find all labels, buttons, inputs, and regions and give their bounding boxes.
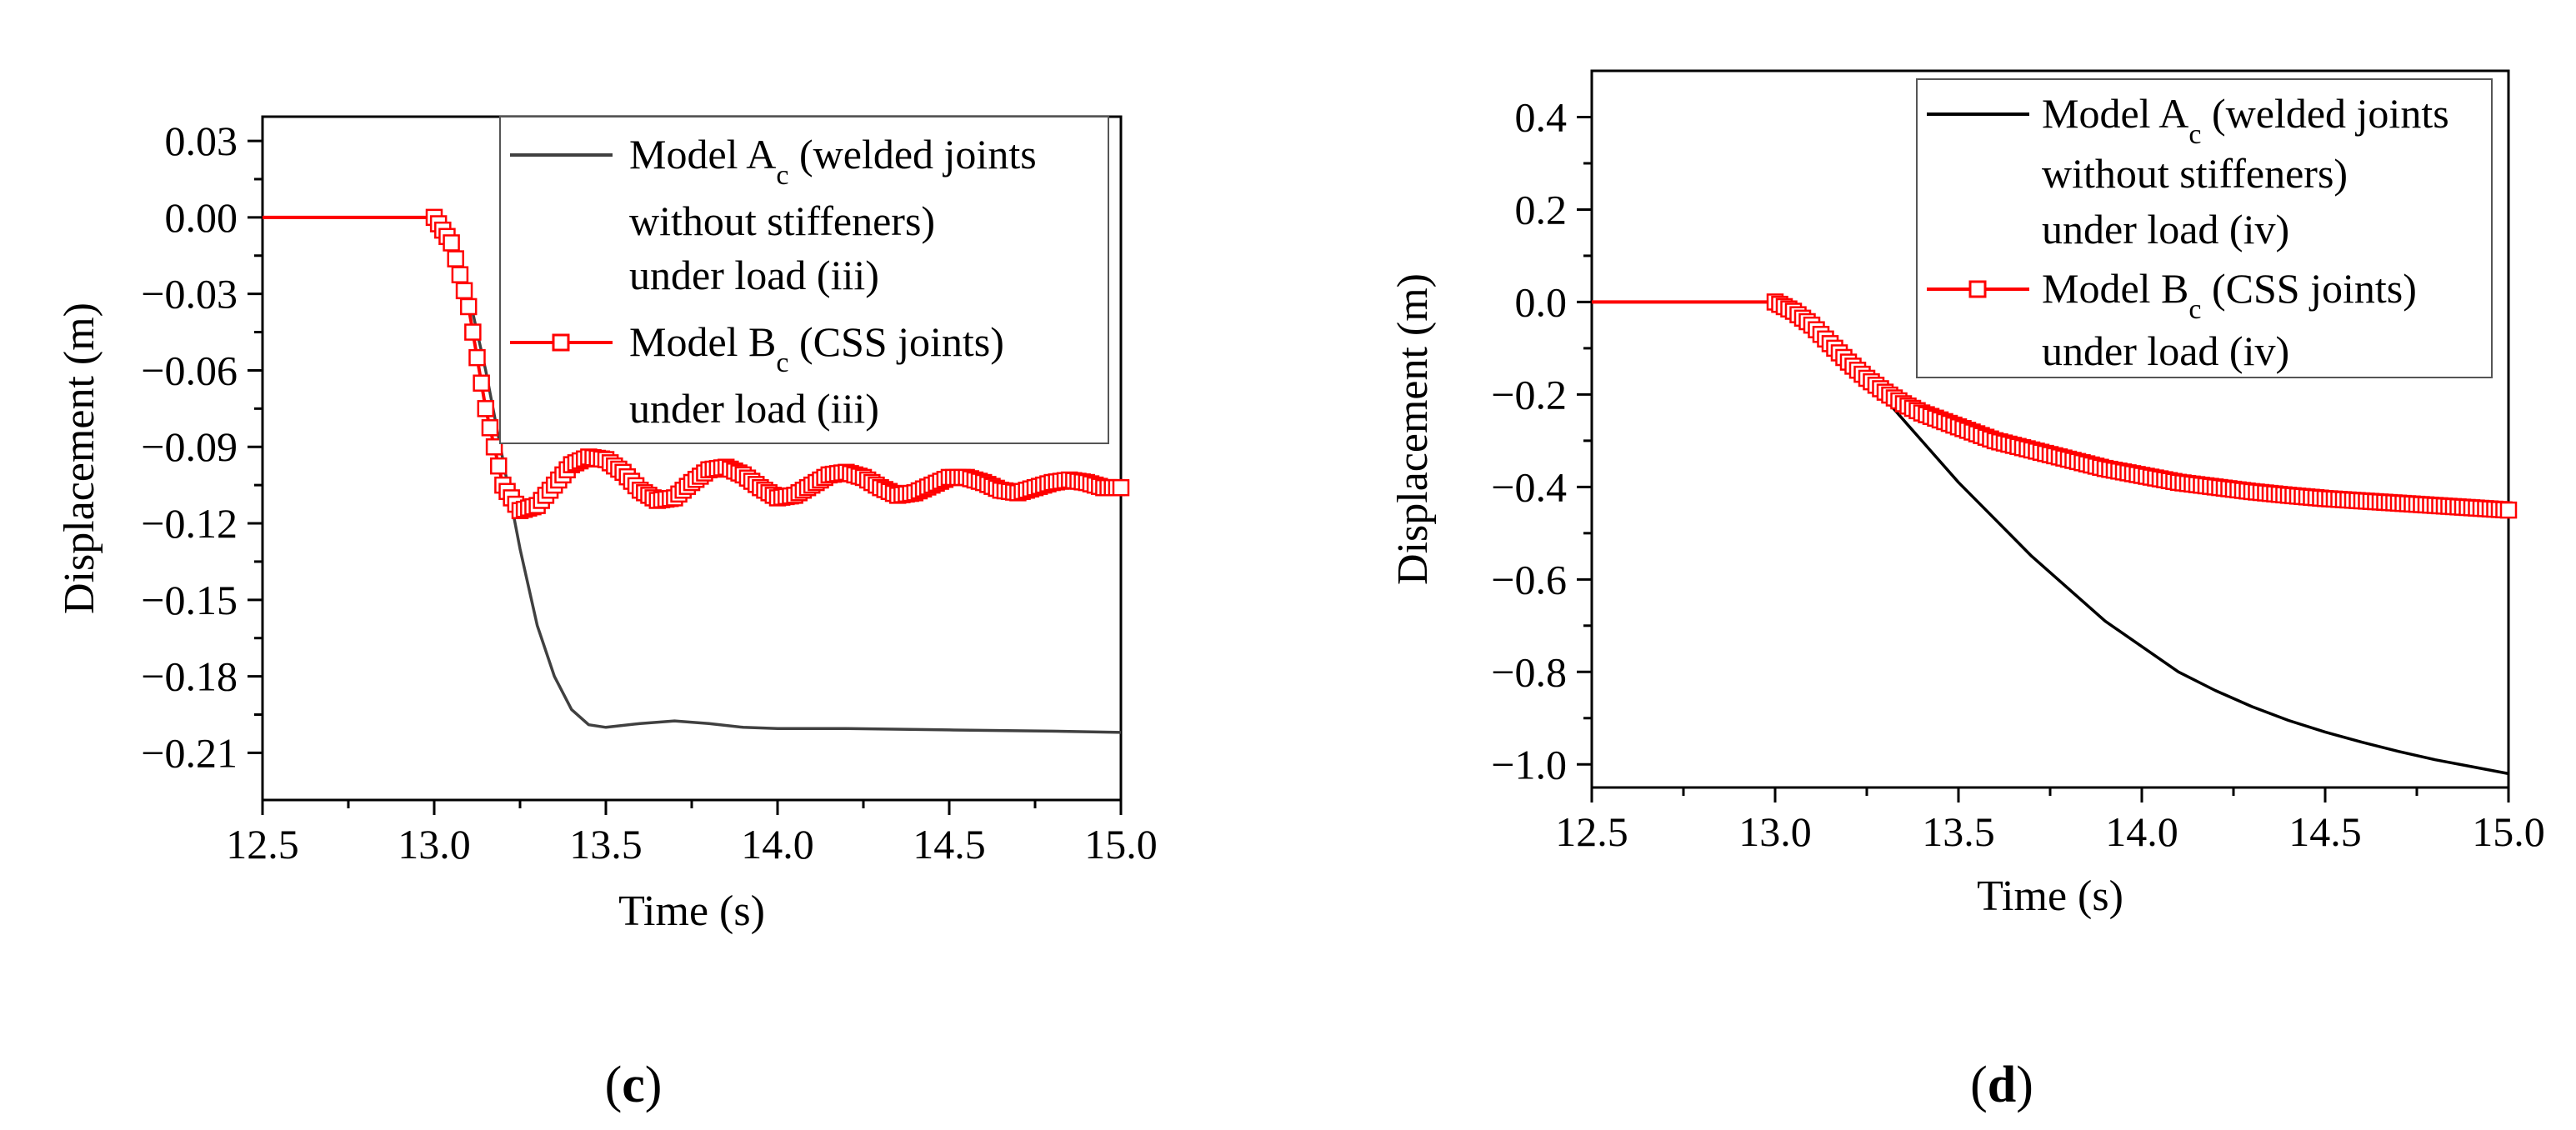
legend-marker-model-b [1968, 280, 1987, 298]
y-tick-label: 0.2 [1515, 186, 1568, 232]
y-tick-label: 0.03 [165, 118, 238, 164]
y-tick-label: 0.4 [1515, 93, 1568, 140]
x-tick-label: 13.0 [1738, 808, 1812, 855]
data-point [2499, 501, 2518, 519]
data-point [464, 323, 482, 341]
x-tick-label: 12.5 [1555, 808, 1628, 855]
axis-ticks: 12.5 13.0 13.5 14.0 14.5 15.0 0.4 0.2 0.0 −0.2 −0.… [1491, 93, 2544, 855]
series-layer [1592, 293, 2518, 776]
y-tick-label: −0.2 [1491, 371, 1567, 418]
x-axis-label: Time (s) [1977, 872, 2123, 920]
x-tick-label: 12.5 [226, 821, 299, 868]
data-point [459, 298, 478, 316]
data-point [455, 282, 473, 300]
x-tick-label: 15.0 [1084, 821, 1158, 868]
legend-text-model-a-line2: without stiffeners) [629, 198, 935, 244]
y-tick-label: −0.09 [141, 423, 238, 470]
y-tick-label: −0.6 [1491, 556, 1567, 602]
x-tick-label: 14.0 [741, 821, 814, 868]
data-point [477, 400, 495, 418]
x-axis-label: Time (s) [618, 888, 765, 935]
legend-text-model-b-line2: under load (iii) [629, 385, 879, 432]
y-tick-label: −0.4 [1491, 463, 1567, 510]
y-tick-label: −0.06 [141, 347, 238, 393]
legend-text-model-a-line2: without stiffeners) [2042, 150, 2348, 197]
legend-text-model-a: Model Ac (welded joints [629, 131, 1037, 191]
legend-box [1916, 78, 2493, 378]
x-tick-label: 14.0 [2105, 808, 2178, 855]
y-tick-label: −0.03 [141, 271, 238, 318]
y-tick-label: −0.12 [141, 500, 238, 547]
legend-text-model-a-line3: under load (iv) [2042, 206, 2289, 252]
y-tick-label: −0.15 [141, 577, 238, 623]
y-tick-label: −0.21 [141, 729, 238, 776]
panel-label: (d) [1970, 1057, 2033, 1113]
legend: Model Ac (welded joints without stiffene… [1916, 78, 2493, 378]
legend: Model Ac (welded joints without stiffene… [499, 116, 1109, 444]
x-tick-label: 14.5 [913, 821, 986, 868]
y-tick-label: −1.0 [1491, 741, 1567, 788]
data-point [447, 250, 464, 268]
x-tick-label: 13.0 [398, 821, 471, 868]
data-point [1112, 478, 1130, 497]
data-point [468, 348, 486, 367]
x-tick-label: 13.5 [1922, 808, 1995, 855]
y-tick-label: −0.18 [141, 653, 238, 700]
series-model-b [263, 208, 1130, 519]
y-axis-label: Displacement (m) [1389, 273, 1437, 585]
y-tick-label: 0.0 [1515, 278, 1568, 325]
legend-text-model-b-line2: under load (iv) [2042, 328, 2289, 374]
chart-panel-d: 12.5 13.0 13.5 14.0 14.5 15.0 0.4 0.2 0.0 −0.2 −0.… [1389, 69, 2545, 1113]
data-point [490, 457, 508, 475]
chart-panel-c: 12.5 13.0 13.5 14.0 14.5 15.0 0.03 0.00 −0.03 −0.… [56, 115, 1158, 1113]
legend-text-model-b: Model Bc (CSS joints) [629, 318, 1004, 378]
y-tick-label: 0.00 [165, 194, 238, 241]
panel-label: (c) [605, 1057, 663, 1113]
series-model-a [263, 216, 1122, 734]
data-point [473, 374, 490, 392]
legend-text-model-a-line3: under load (iii) [629, 252, 879, 298]
legend-box [499, 116, 1109, 444]
legend-text-model-a: Model Ac (welded joints [2042, 90, 2449, 150]
y-tick-label: −0.8 [1491, 648, 1567, 695]
y-axis-label: Displacement (m) [56, 302, 103, 614]
x-tick-label: 14.5 [2288, 808, 2362, 855]
legend-marker-model-b [552, 333, 570, 352]
data-point [481, 419, 499, 437]
series-line [263, 216, 1122, 734]
x-tick-label: 13.5 [569, 821, 643, 868]
series-model-b [1592, 293, 2518, 519]
x-tick-label: 15.0 [2472, 808, 2545, 855]
data-point [485, 438, 503, 456]
axis-ticks: 12.5 13.0 13.5 14.0 14.5 15.0 0.03 0.00 −0.03 −0.… [141, 118, 1157, 868]
series-layer [263, 208, 1130, 734]
data-point [443, 234, 460, 252]
legend-text-model-b: Model Bc (CSS joints) [2042, 265, 2417, 325]
data-point [451, 266, 469, 283]
